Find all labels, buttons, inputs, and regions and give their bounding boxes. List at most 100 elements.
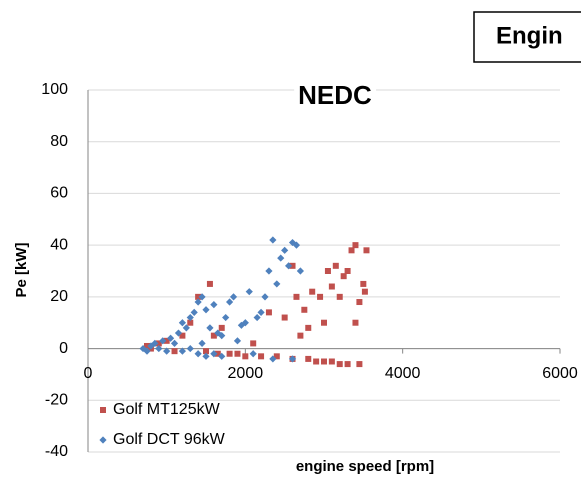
point: [167, 334, 175, 342]
point: [144, 342, 150, 349]
point: [190, 308, 198, 316]
y-tick-label: -40: [45, 443, 68, 460]
point: [273, 280, 281, 288]
point: [186, 313, 194, 322]
annotation-box: [473, 11, 581, 63]
point: [288, 355, 297, 363]
point: [174, 329, 183, 337]
point: [273, 353, 280, 360]
point: [249, 350, 257, 358]
point: [281, 314, 288, 321]
point: [241, 319, 249, 327]
point: [195, 293, 202, 300]
point: [328, 283, 335, 290]
point: [182, 324, 190, 332]
point: [242, 353, 249, 360]
legend-marker: [99, 436, 107, 444]
point: [305, 355, 312, 362]
legend-label: Golf DCT 96kW: [113, 431, 226, 448]
y-tick-label: 0: [59, 340, 68, 357]
point: [198, 293, 206, 301]
point: [321, 319, 327, 326]
point: [277, 254, 285, 262]
x-tick-label: 6000: [542, 365, 578, 382]
point: [309, 288, 316, 295]
point: [245, 288, 253, 296]
point: [163, 337, 170, 344]
point: [218, 352, 226, 360]
point: [151, 339, 159, 347]
y-tick-label: 40: [50, 236, 68, 253]
point: [336, 361, 343, 368]
point: [313, 358, 320, 365]
point: [155, 344, 163, 353]
point: [234, 350, 241, 357]
point: [210, 332, 217, 339]
point: [269, 355, 277, 363]
point: [257, 308, 265, 316]
point: [285, 262, 293, 270]
legend-label: Golf MT125kW: [113, 401, 221, 418]
x-tick-label: 4000: [385, 365, 421, 382]
y-tick-label: 20: [50, 288, 68, 305]
point: [186, 344, 194, 353]
point: [336, 293, 343, 300]
point: [293, 293, 300, 300]
point: [289, 262, 296, 269]
point: [222, 313, 230, 322]
point: [206, 280, 213, 287]
point: [258, 353, 265, 360]
point: [324, 268, 331, 274]
point: [159, 337, 167, 345]
point: [265, 267, 273, 275]
x-tick-label: 2000: [228, 365, 264, 382]
point: [361, 288, 368, 295]
point: [250, 340, 257, 347]
point: [163, 347, 171, 355]
annotation: Engin: [496, 22, 563, 49]
point: [218, 324, 225, 331]
y-tick-label: 60: [50, 185, 68, 202]
y-tick-label: 100: [41, 81, 68, 98]
point: [226, 350, 233, 357]
point: [344, 268, 351, 274]
x-tick-label: 0: [84, 365, 93, 382]
point: [332, 262, 339, 269]
point: [261, 293, 269, 301]
point: [210, 301, 218, 309]
point: [214, 350, 221, 357]
point: [194, 350, 202, 358]
point: [203, 348, 209, 355]
point: [296, 267, 304, 275]
y-axis-label: Pe [kW]: [13, 242, 30, 297]
point: [305, 324, 312, 331]
point: [143, 347, 151, 355]
point: [178, 319, 186, 327]
point: [210, 350, 218, 358]
point: [340, 273, 347, 280]
point: [328, 358, 335, 365]
point: [360, 280, 367, 287]
point: [206, 324, 214, 332]
point: [297, 332, 304, 339]
chart-title: NEDC: [298, 80, 372, 110]
point: [171, 348, 178, 355]
point: [356, 361, 363, 368]
point: [344, 361, 351, 368]
point: [253, 313, 261, 322]
point: [202, 352, 210, 360]
point: [265, 309, 272, 316]
y-tick-label: -20: [45, 392, 68, 409]
point: [218, 332, 226, 340]
point: [198, 339, 206, 347]
point: [170, 339, 179, 347]
point: [292, 241, 301, 249]
x-axis-label: engine speed [rpm]: [296, 458, 434, 475]
point: [356, 299, 363, 306]
point: [363, 247, 370, 254]
point: [229, 293, 238, 301]
point: [317, 293, 324, 300]
point: [269, 236, 277, 244]
point: [155, 340, 162, 347]
